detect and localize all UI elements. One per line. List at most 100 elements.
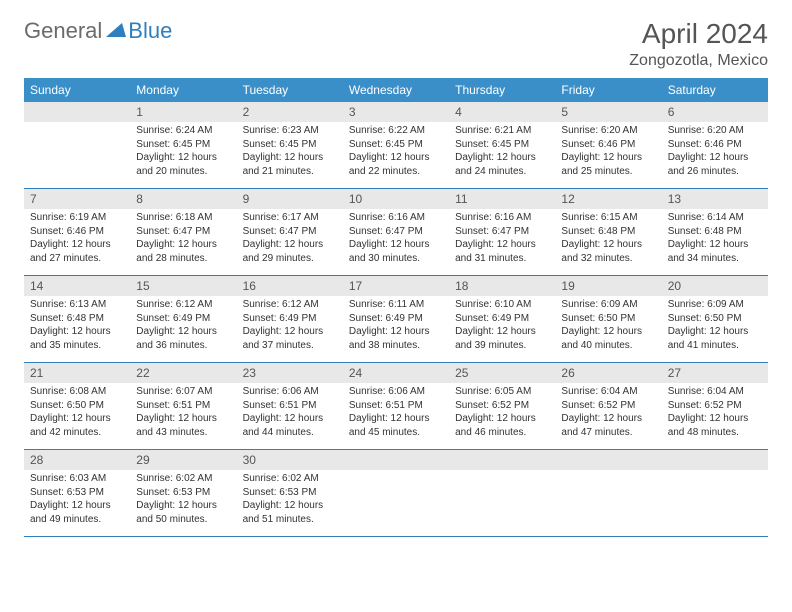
day-details: Sunrise: 6:14 AMSunset: 6:48 PMDaylight:…: [662, 209, 768, 269]
sunset-text: Sunset: 6:45 PM: [349, 138, 443, 152]
week-row: 14Sunrise: 6:13 AMSunset: 6:48 PMDayligh…: [24, 276, 768, 363]
day-cell: 20Sunrise: 6:09 AMSunset: 6:50 PMDayligh…: [662, 276, 768, 362]
daylight-text: Daylight: 12 hours and 26 minutes.: [668, 151, 762, 178]
day-number: 28: [24, 450, 130, 470]
sunset-text: Sunset: 6:45 PM: [455, 138, 549, 152]
sunset-text: Sunset: 6:46 PM: [668, 138, 762, 152]
day-details: Sunrise: 6:12 AMSunset: 6:49 PMDaylight:…: [237, 296, 343, 356]
week-row: 1Sunrise: 6:24 AMSunset: 6:45 PMDaylight…: [24, 102, 768, 189]
weekday-tue: Tuesday: [237, 78, 343, 102]
day-number: 11: [449, 189, 555, 209]
day-number: [449, 450, 555, 470]
day-cell: 6Sunrise: 6:20 AMSunset: 6:46 PMDaylight…: [662, 102, 768, 188]
day-details: Sunrise: 6:08 AMSunset: 6:50 PMDaylight:…: [24, 383, 130, 443]
day-cell: 15Sunrise: 6:12 AMSunset: 6:49 PMDayligh…: [130, 276, 236, 362]
sunrise-text: Sunrise: 6:14 AM: [668, 211, 762, 225]
daylight-text: Daylight: 12 hours and 27 minutes.: [30, 238, 124, 265]
daylight-text: Daylight: 12 hours and 32 minutes.: [561, 238, 655, 265]
sunrise-text: Sunrise: 6:24 AM: [136, 124, 230, 138]
day-details: Sunrise: 6:05 AMSunset: 6:52 PMDaylight:…: [449, 383, 555, 443]
day-cell: [662, 450, 768, 536]
day-cell: 7Sunrise: 6:19 AMSunset: 6:46 PMDaylight…: [24, 189, 130, 275]
day-details: Sunrise: 6:20 AMSunset: 6:46 PMDaylight:…: [662, 122, 768, 182]
sunset-text: Sunset: 6:47 PM: [349, 225, 443, 239]
daylight-text: Daylight: 12 hours and 36 minutes.: [136, 325, 230, 352]
day-number: 30: [237, 450, 343, 470]
week-row: 21Sunrise: 6:08 AMSunset: 6:50 PMDayligh…: [24, 363, 768, 450]
day-details: Sunrise: 6:19 AMSunset: 6:46 PMDaylight:…: [24, 209, 130, 269]
sunrise-text: Sunrise: 6:11 AM: [349, 298, 443, 312]
day-number: 7: [24, 189, 130, 209]
sunset-text: Sunset: 6:52 PM: [455, 399, 549, 413]
day-cell: [555, 450, 661, 536]
day-details: Sunrise: 6:03 AMSunset: 6:53 PMDaylight:…: [24, 470, 130, 530]
day-details: Sunrise: 6:23 AMSunset: 6:45 PMDaylight:…: [237, 122, 343, 182]
sunrise-text: Sunrise: 6:09 AM: [668, 298, 762, 312]
day-number: 3: [343, 102, 449, 122]
sunrise-text: Sunrise: 6:23 AM: [243, 124, 337, 138]
day-number: 29: [130, 450, 236, 470]
sunrise-text: Sunrise: 6:06 AM: [349, 385, 443, 399]
day-cell: 21Sunrise: 6:08 AMSunset: 6:50 PMDayligh…: [24, 363, 130, 449]
daylight-text: Daylight: 12 hours and 41 minutes.: [668, 325, 762, 352]
day-cell: [24, 102, 130, 188]
sunset-text: Sunset: 6:46 PM: [561, 138, 655, 152]
day-number: 25: [449, 363, 555, 383]
day-number: [24, 102, 130, 122]
daylight-text: Daylight: 12 hours and 28 minutes.: [136, 238, 230, 265]
day-number: 5: [555, 102, 661, 122]
weekday-header: Sunday Monday Tuesday Wednesday Thursday…: [24, 78, 768, 102]
sunset-text: Sunset: 6:51 PM: [349, 399, 443, 413]
day-number: 26: [555, 363, 661, 383]
day-number: 18: [449, 276, 555, 296]
day-number: 9: [237, 189, 343, 209]
month-title: April 2024: [629, 18, 768, 50]
day-details: Sunrise: 6:12 AMSunset: 6:49 PMDaylight:…: [130, 296, 236, 356]
sunset-text: Sunset: 6:47 PM: [136, 225, 230, 239]
day-cell: 9Sunrise: 6:17 AMSunset: 6:47 PMDaylight…: [237, 189, 343, 275]
sunset-text: Sunset: 6:49 PM: [349, 312, 443, 326]
day-details: Sunrise: 6:06 AMSunset: 6:51 PMDaylight:…: [343, 383, 449, 443]
daylight-text: Daylight: 12 hours and 20 minutes.: [136, 151, 230, 178]
day-cell: 1Sunrise: 6:24 AMSunset: 6:45 PMDaylight…: [130, 102, 236, 188]
day-number: 27: [662, 363, 768, 383]
sunset-text: Sunset: 6:45 PM: [136, 138, 230, 152]
day-cell: 2Sunrise: 6:23 AMSunset: 6:45 PMDaylight…: [237, 102, 343, 188]
day-details: Sunrise: 6:06 AMSunset: 6:51 PMDaylight:…: [237, 383, 343, 443]
sunrise-text: Sunrise: 6:04 AM: [668, 385, 762, 399]
day-cell: 17Sunrise: 6:11 AMSunset: 6:49 PMDayligh…: [343, 276, 449, 362]
day-details: Sunrise: 6:10 AMSunset: 6:49 PMDaylight:…: [449, 296, 555, 356]
day-cell: [449, 450, 555, 536]
day-cell: 27Sunrise: 6:04 AMSunset: 6:52 PMDayligh…: [662, 363, 768, 449]
day-number: 20: [662, 276, 768, 296]
sunset-text: Sunset: 6:48 PM: [668, 225, 762, 239]
day-number: 24: [343, 363, 449, 383]
header: General Blue April 2024 Zongozotla, Mexi…: [0, 0, 792, 78]
day-number: [555, 450, 661, 470]
sunrise-text: Sunrise: 6:03 AM: [30, 472, 124, 486]
daylight-text: Daylight: 12 hours and 39 minutes.: [455, 325, 549, 352]
day-cell: 4Sunrise: 6:21 AMSunset: 6:45 PMDaylight…: [449, 102, 555, 188]
sunset-text: Sunset: 6:51 PM: [243, 399, 337, 413]
daylight-text: Daylight: 12 hours and 31 minutes.: [455, 238, 549, 265]
sunrise-text: Sunrise: 6:12 AM: [243, 298, 337, 312]
day-details: Sunrise: 6:04 AMSunset: 6:52 PMDaylight:…: [662, 383, 768, 443]
daylight-text: Daylight: 12 hours and 30 minutes.: [349, 238, 443, 265]
sunrise-text: Sunrise: 6:16 AM: [349, 211, 443, 225]
day-cell: 26Sunrise: 6:04 AMSunset: 6:52 PMDayligh…: [555, 363, 661, 449]
daylight-text: Daylight: 12 hours and 42 minutes.: [30, 412, 124, 439]
day-details: Sunrise: 6:17 AMSunset: 6:47 PMDaylight:…: [237, 209, 343, 269]
day-cell: [343, 450, 449, 536]
daylight-text: Daylight: 12 hours and 25 minutes.: [561, 151, 655, 178]
sunrise-text: Sunrise: 6:21 AM: [455, 124, 549, 138]
day-details: Sunrise: 6:02 AMSunset: 6:53 PMDaylight:…: [237, 470, 343, 530]
day-cell: 29Sunrise: 6:02 AMSunset: 6:53 PMDayligh…: [130, 450, 236, 536]
day-details: Sunrise: 6:09 AMSunset: 6:50 PMDaylight:…: [662, 296, 768, 356]
day-cell: 11Sunrise: 6:16 AMSunset: 6:47 PMDayligh…: [449, 189, 555, 275]
sunrise-text: Sunrise: 6:19 AM: [30, 211, 124, 225]
daylight-text: Daylight: 12 hours and 51 minutes.: [243, 499, 337, 526]
day-cell: 19Sunrise: 6:09 AMSunset: 6:50 PMDayligh…: [555, 276, 661, 362]
day-details: Sunrise: 6:02 AMSunset: 6:53 PMDaylight:…: [130, 470, 236, 530]
daylight-text: Daylight: 12 hours and 46 minutes.: [455, 412, 549, 439]
daylight-text: Daylight: 12 hours and 37 minutes.: [243, 325, 337, 352]
